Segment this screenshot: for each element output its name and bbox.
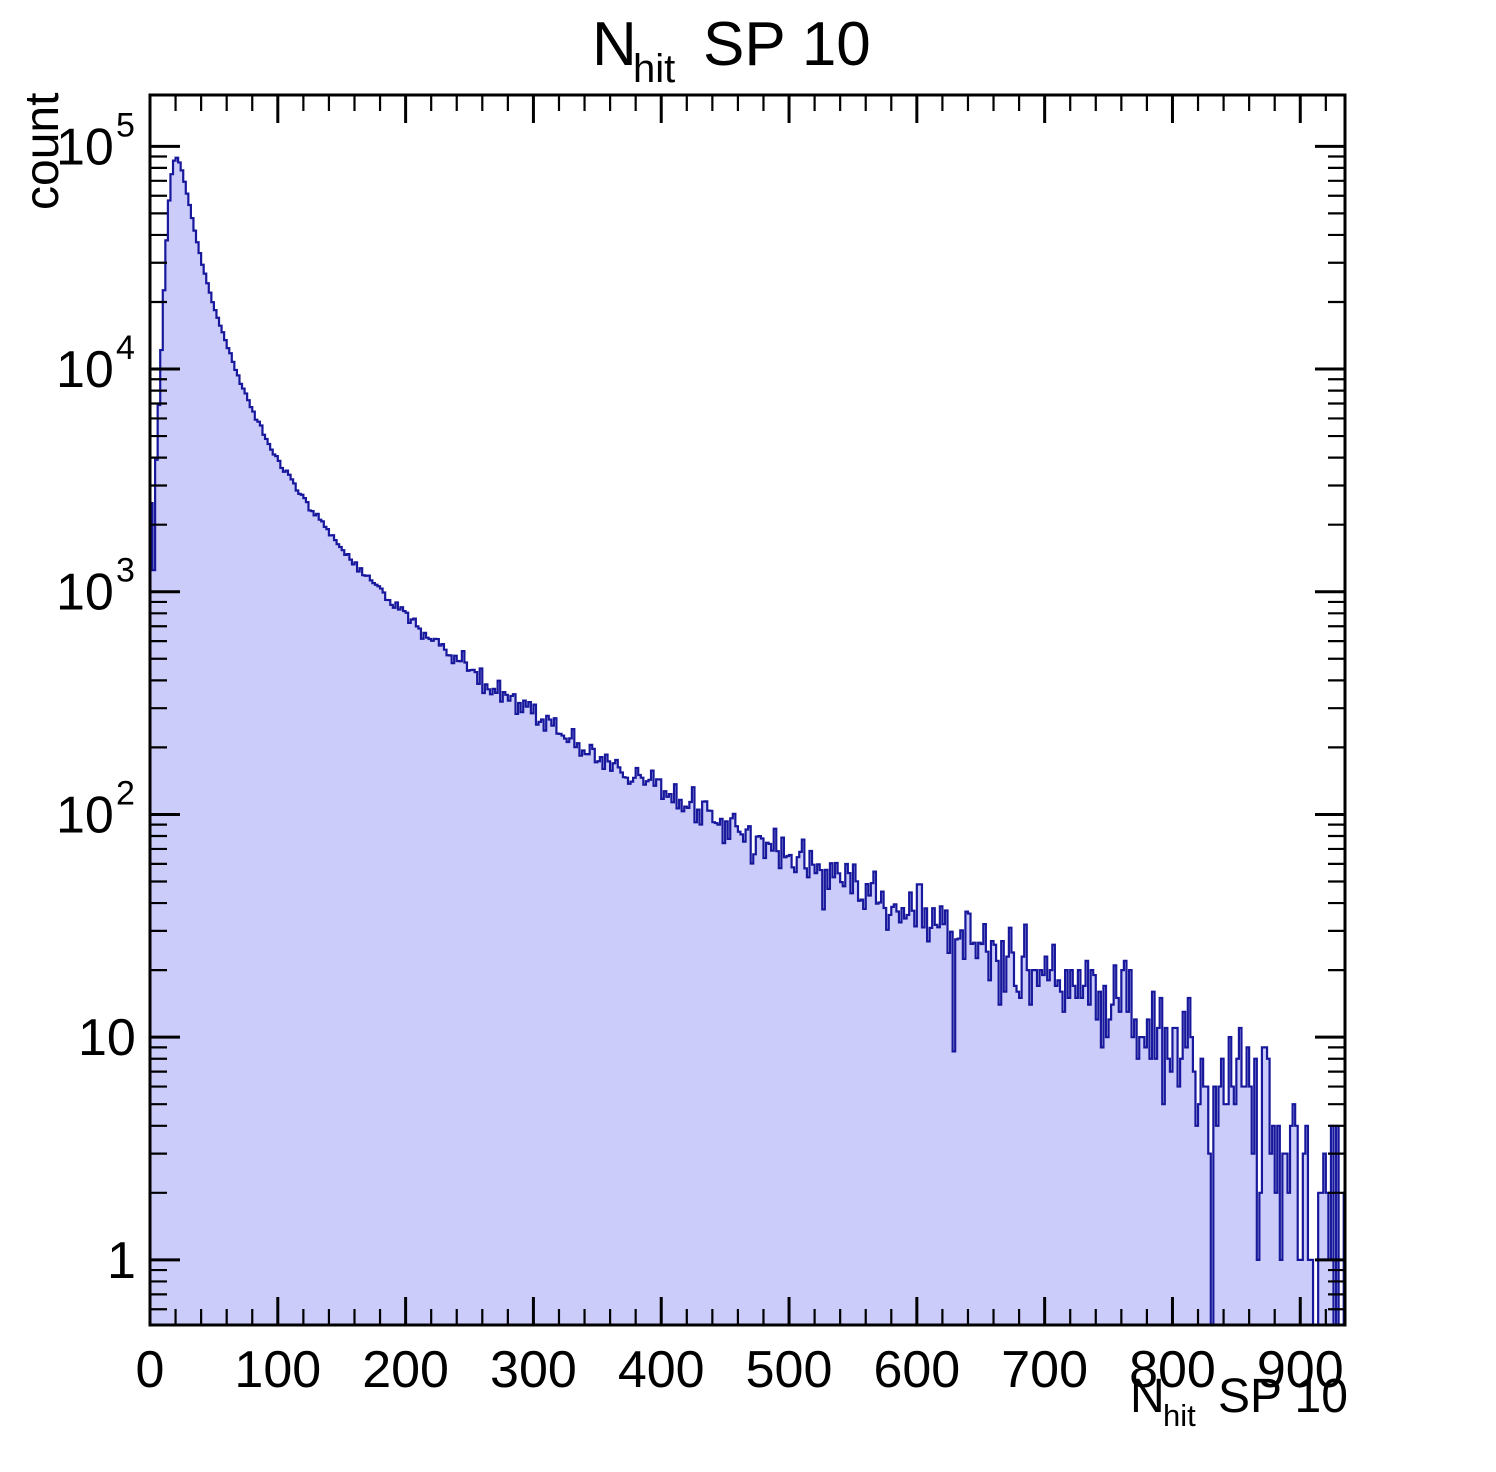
x-axis-title-subscript: hit — [1163, 1398, 1196, 1433]
x-tick-label: 600 — [873, 1341, 960, 1399]
x-tick-label: 0 — [136, 1341, 165, 1399]
chart-title-subscript: hit — [633, 47, 675, 91]
y-axis-title: count — [16, 93, 69, 210]
chart-title-base: N — [592, 10, 637, 79]
x-axis-title-base: N — [1130, 1370, 1165, 1423]
chart-title: N hit SP 10 — [592, 10, 871, 91]
chart-title-rest: SP 10 — [703, 10, 871, 79]
y-tick-label-exponent: 3 — [116, 552, 135, 590]
y-tick-label-base: 10 — [56, 341, 114, 399]
x-tick-label: 300 — [490, 1341, 577, 1399]
histogram-series — [150, 156, 1347, 1327]
x-tick-label: 900 — [1257, 1341, 1344, 1399]
histogram-fill — [150, 157, 1347, 1326]
y-tick-label-exponent: 2 — [116, 774, 135, 812]
y-tick-label-base: 10 — [56, 786, 114, 844]
y-tick-label-base: 10 — [56, 118, 114, 176]
x-tick-label: 100 — [234, 1341, 321, 1399]
y-tick-label-base: 10 — [78, 1009, 136, 1067]
x-axis-title: N hit SP 10 — [1130, 1370, 1348, 1433]
plot-frame — [148, 93, 1347, 1327]
y-axis-title-text: count — [16, 93, 69, 210]
y-tick-label-base: 10 — [56, 564, 114, 622]
histogram-outline — [150, 156, 1347, 1327]
x-tick-label: 500 — [746, 1341, 833, 1399]
y-tick-label-exponent: 4 — [116, 329, 135, 367]
x-axis-tick-labels: 0 100 200 300 400 500 600 700 800 900 — [136, 1341, 1344, 1399]
axis-ticks — [148, 95, 1345, 1325]
y-tick-label-base: 1 — [107, 1232, 136, 1290]
x-tick-label: 200 — [362, 1341, 449, 1399]
x-tick-label: 400 — [618, 1341, 705, 1399]
y-tick-label-exponent: 5 — [116, 106, 135, 144]
x-axis-title-rest: SP 10 — [1218, 1370, 1348, 1423]
x-tick-label: 700 — [1001, 1341, 1088, 1399]
x-tick-label: 800 — [1129, 1341, 1216, 1399]
